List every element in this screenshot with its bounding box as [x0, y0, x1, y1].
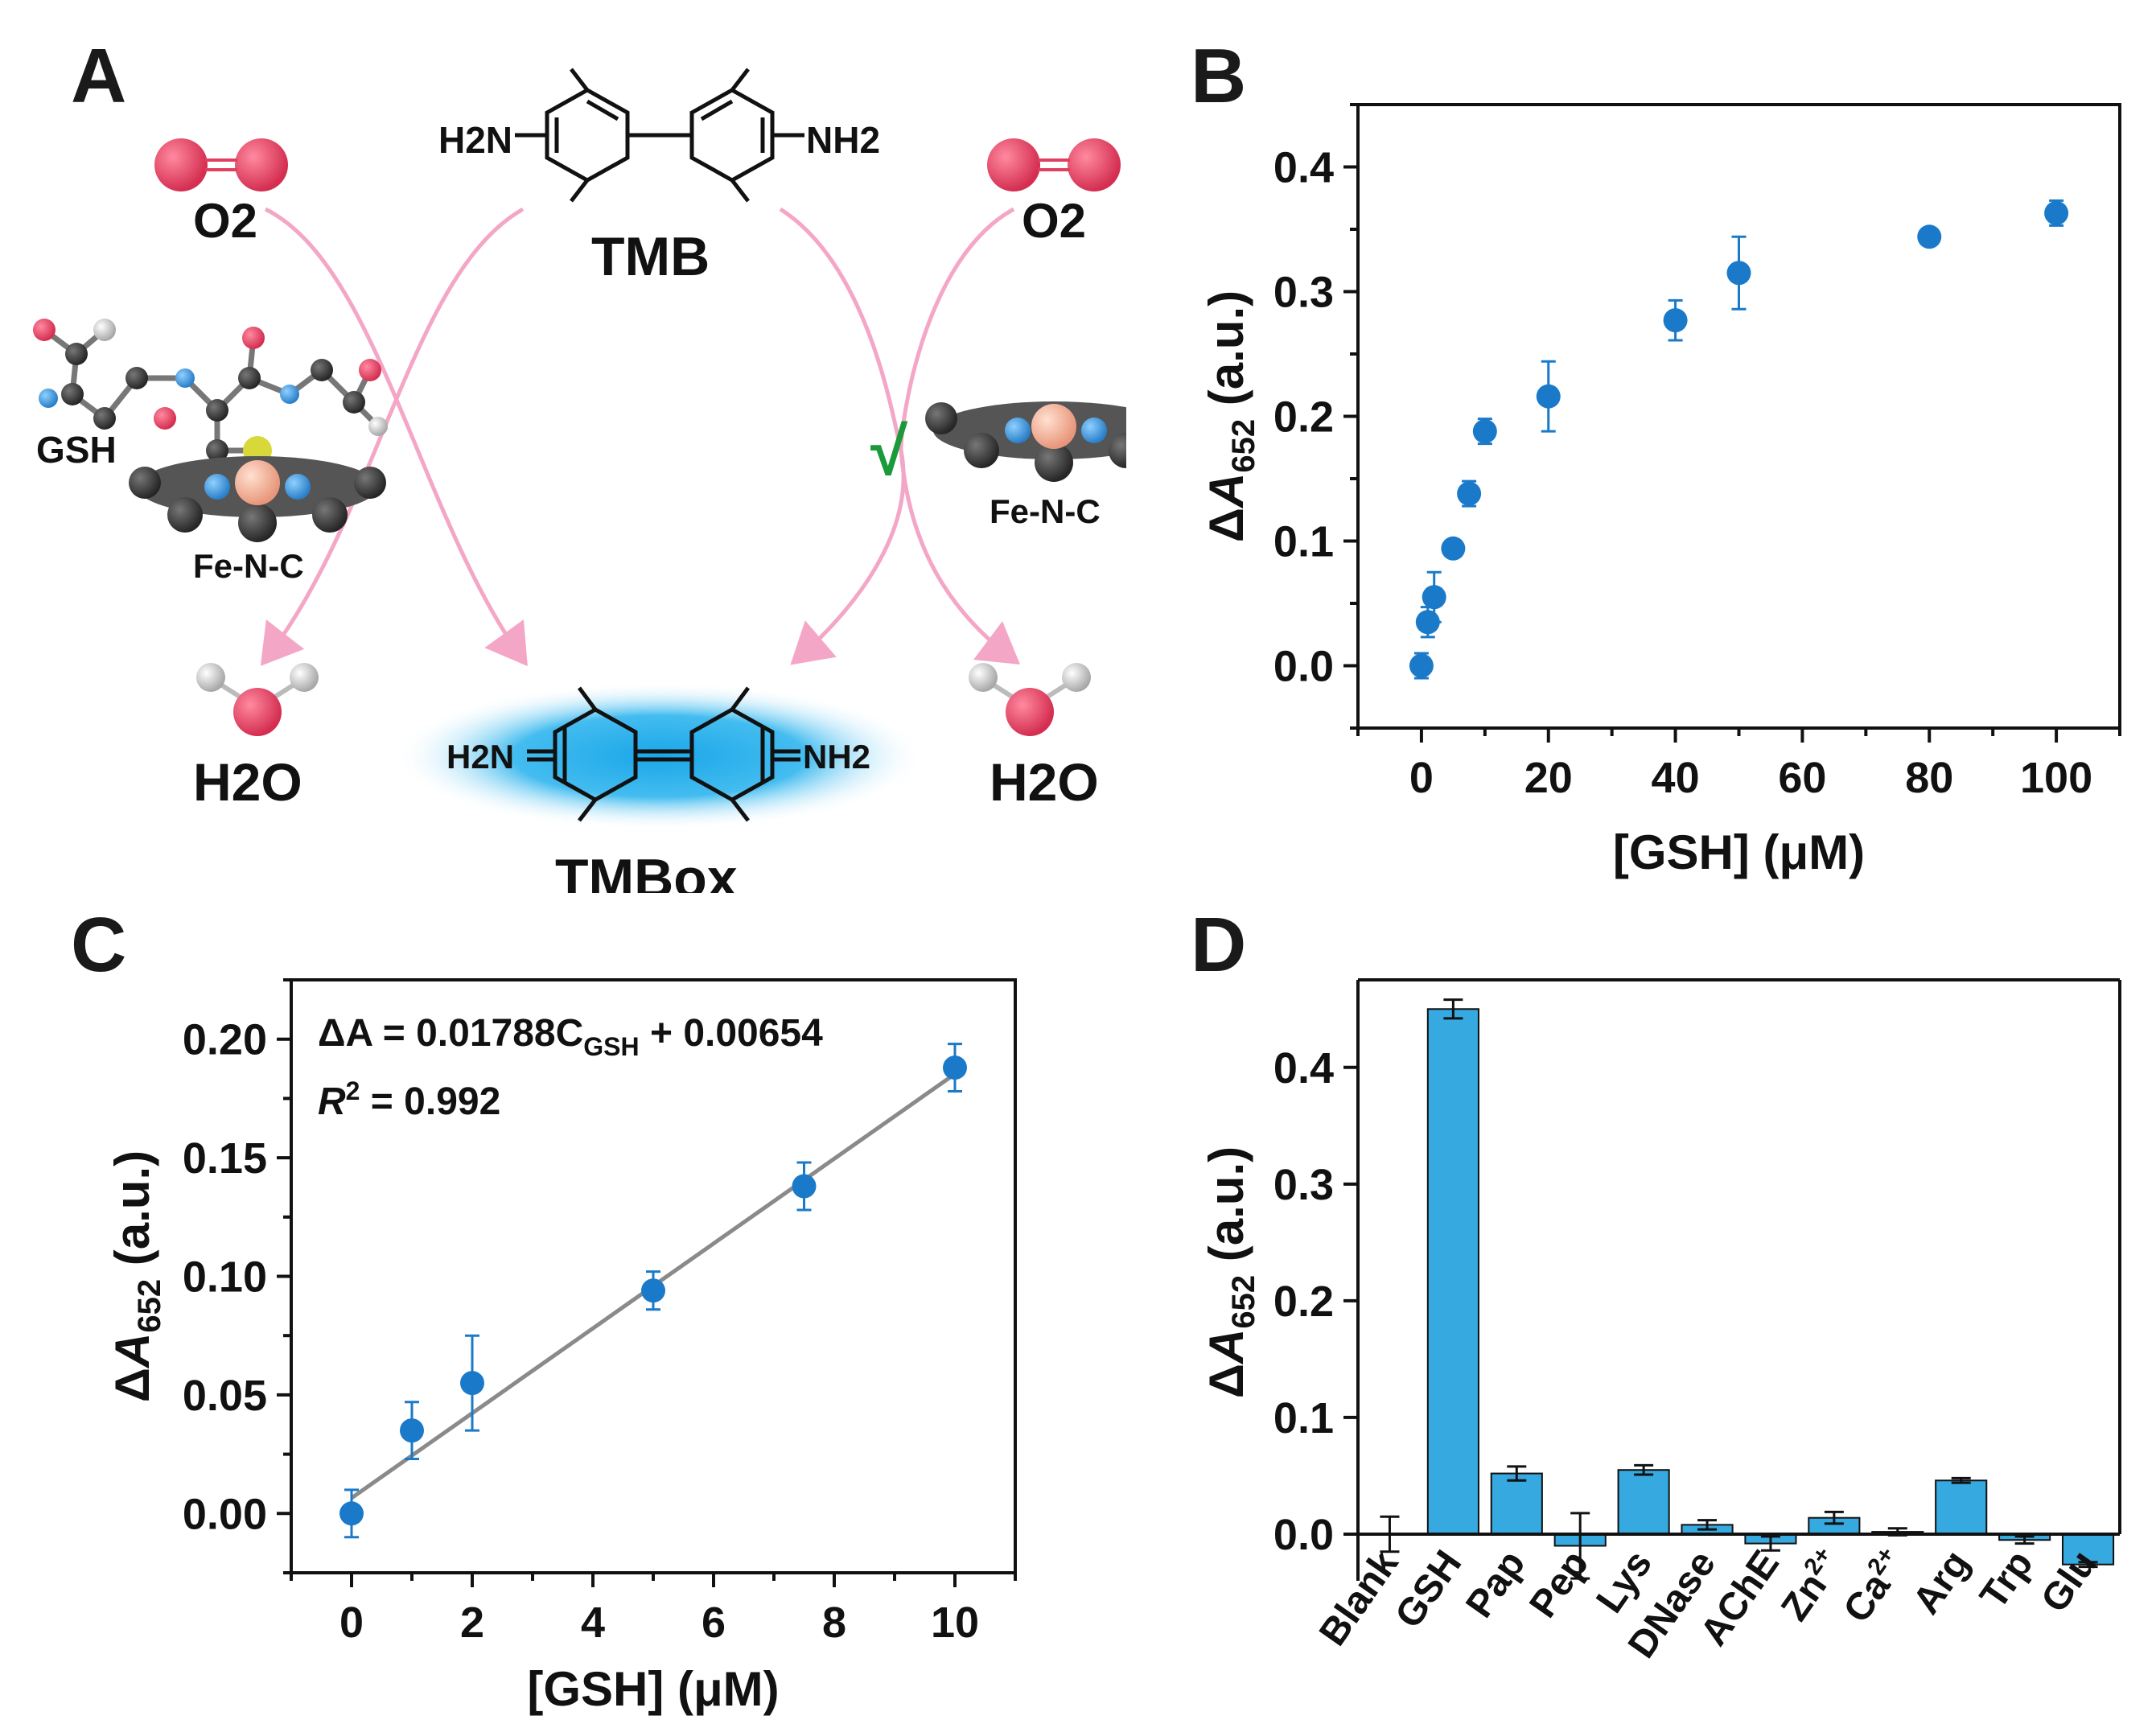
- chart-c-data-point: [641, 1278, 665, 1303]
- chart-d-category-label: Pap: [1458, 1543, 1533, 1626]
- o2-molecule-right: [987, 138, 1121, 191]
- chart-b-x-tick-label: 100: [2020, 754, 2092, 802]
- fe-n-c-label-right: Fe-N-C: [990, 492, 1101, 530]
- chart-c-data-point: [460, 1371, 484, 1396]
- chart-d-y-axis-title: ΔA652 (a.u.): [1199, 1146, 1261, 1398]
- fe-n-c-structure-left: [129, 456, 386, 542]
- chart-b-x-tick-label: 20: [1524, 754, 1573, 802]
- h2o-molecule-right: [969, 663, 1091, 736]
- panel-label-b: B: [1191, 33, 1247, 119]
- chart-b-y-tick-label: 0.3: [1273, 269, 1334, 317]
- chart-b-data-point: [1536, 384, 1561, 409]
- fe-n-c-label-left: Fe-N-C: [193, 547, 304, 585]
- chart-b-data-point: [2044, 200, 2069, 225]
- chart-b-y-tick-label: 0.2: [1273, 393, 1334, 442]
- chart-d-category-label: Zn2+: [1772, 1542, 1851, 1629]
- chart-d-bar: [1490, 1472, 1543, 1535]
- chart-c-y-tick-label: 0.10: [183, 1253, 267, 1302]
- chart-c-data-point: [792, 1174, 817, 1199]
- tmbox-structure: [527, 686, 800, 822]
- chart-c-y-tick-label: 0.20: [183, 1016, 267, 1064]
- chart-d-y-tick-label: 0.3: [1273, 1161, 1334, 1209]
- chart-b-data-point: [1457, 481, 1482, 506]
- chart-d-category-label: Ca2+: [1834, 1542, 1915, 1631]
- chart-b-data-point: [1441, 536, 1466, 561]
- tmb-label: TMB: [591, 226, 710, 287]
- reaction-scheme: O2 O2 H2N NH2 TMB: [33, 68, 1126, 893]
- gsh-molecule: [33, 319, 388, 465]
- chart-d-bar: [1426, 1008, 1479, 1535]
- chart-c-r-squared: R2 = 0.992: [318, 1076, 500, 1123]
- chart-d-y-tick-label: 0.1: [1273, 1394, 1334, 1442]
- chart-d-category-label: Pep: [1521, 1543, 1597, 1626]
- chart-c-y-axis-title: ΔA652 (a.u.): [105, 1150, 167, 1402]
- tmb-right-group: NH2: [806, 119, 880, 161]
- tmbox-right-group: NH2: [803, 738, 870, 776]
- gsh-label: GSH: [36, 429, 117, 471]
- chart-b-y-axis-title: ΔA652 (a.u.): [1199, 290, 1261, 542]
- chart-b-y-tick-label: 0.0: [1273, 643, 1334, 691]
- chart-b-data-point: [1663, 308, 1688, 333]
- tmb-left-group: H2N: [438, 119, 512, 161]
- chart-c-x-tick-label: 6: [702, 1599, 726, 1647]
- reaction-arrows: [260, 207, 1020, 667]
- chart-c-y-tick-label: 0.15: [183, 1134, 267, 1183]
- chart-b-x-axis-title: [GSH] (μM): [1613, 825, 1865, 879]
- h2o-molecule-left: [196, 663, 319, 736]
- chart-c-x-tick-label: 4: [581, 1599, 605, 1647]
- chart-b-data-point: [1409, 653, 1434, 678]
- panel-label-c: C: [71, 902, 127, 988]
- chart-c-x-axis-title: [GSH] (μM): [527, 1662, 779, 1716]
- chart-b-data-point: [1422, 585, 1446, 610]
- chart-d-category-label: GSH: [1387, 1543, 1470, 1636]
- chart-c-data-point: [400, 1418, 424, 1443]
- chart-b-x-tick-label: 80: [1905, 754, 1953, 802]
- chart-b-y-tick-label: 0.4: [1273, 144, 1334, 192]
- chart-d-category-label: Arg: [1905, 1543, 1978, 1622]
- chart-b-x-tick-label: 40: [1652, 754, 1700, 802]
- panel-label-a: A: [71, 33, 127, 119]
- chart-c-x-tick-label: 2: [460, 1599, 484, 1647]
- chart-b-data-point: [1726, 261, 1751, 286]
- chart-d-y-tick-label: 0.2: [1273, 1278, 1334, 1326]
- tmbox-label: TMBox: [555, 848, 738, 893]
- chart-d-y-tick-label: 0.4: [1273, 1044, 1334, 1092]
- chart-b-x-tick-label: 60: [1778, 754, 1826, 802]
- chart-b-x-tick-label: 0: [1409, 754, 1434, 802]
- fe-n-c-structure-right: [925, 401, 1126, 482]
- chart-c-x-tick-label: 8: [822, 1599, 846, 1647]
- panel-label-d: D: [1191, 902, 1247, 988]
- chart-c-data-point: [339, 1501, 364, 1526]
- o2-molecule-left: [154, 138, 288, 191]
- chart-c-data-point: [943, 1055, 967, 1080]
- chart-b-data-point: [1917, 224, 1942, 249]
- tmbox-glow: [394, 682, 925, 830]
- h2o-label-right: H2O: [990, 752, 1099, 812]
- chart-d-bar: [1935, 1479, 1988, 1535]
- chart-d-category-label: Trp: [1972, 1543, 2041, 1617]
- chart-d-y-tick-label: 0.0: [1273, 1511, 1334, 1559]
- o2-label-right: O2: [1022, 194, 1086, 248]
- h2o-label-left: H2O: [193, 752, 302, 812]
- tmbox-left-group: H2N: [446, 738, 514, 776]
- chart-b-y-tick-label: 0.1: [1273, 518, 1334, 566]
- chart-d-bar: [1617, 1469, 1670, 1535]
- chart-c-x-tick-label: 0: [339, 1599, 364, 1647]
- tmb-structure: [515, 68, 804, 203]
- chart-c-y-tick-label: 0.05: [183, 1372, 267, 1420]
- o2-label-left: O2: [193, 194, 257, 248]
- chart-b-data-point: [1472, 419, 1497, 444]
- chart-c-y-tick-label: 0.00: [183, 1490, 267, 1538]
- chart-c-x-tick-label: 10: [931, 1599, 979, 1647]
- check-mark: √: [870, 414, 908, 489]
- chart-c-equation: ΔA = 0.01788CGSH + 0.00654: [318, 1012, 823, 1061]
